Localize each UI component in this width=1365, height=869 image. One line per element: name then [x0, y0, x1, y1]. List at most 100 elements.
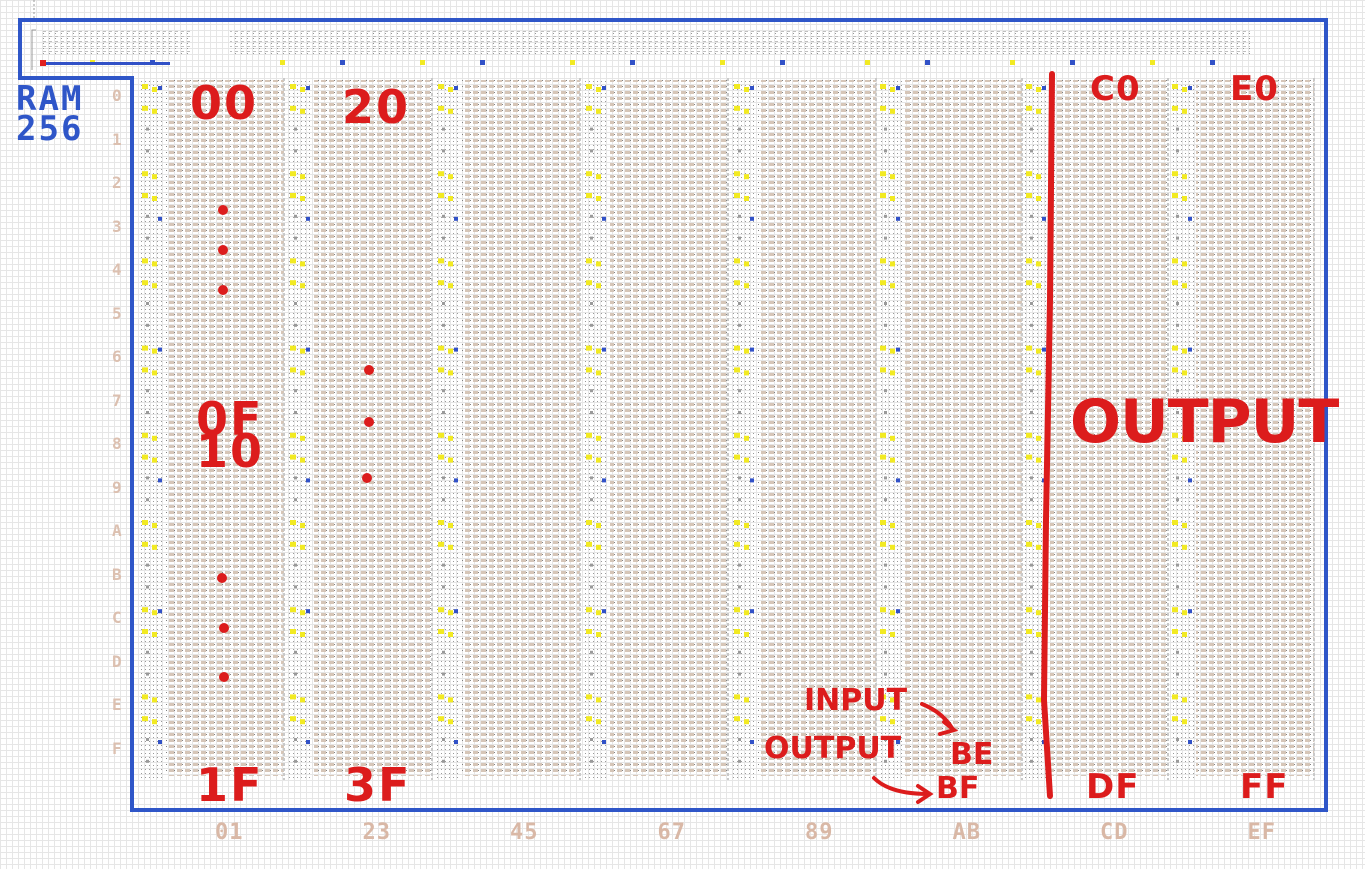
decoder-pin-yellow [570, 60, 575, 65]
row-pin-yellow [586, 694, 592, 700]
row-pin-blue [750, 216, 754, 221]
row-pin-blue [306, 216, 310, 221]
row-pin-idle [738, 214, 741, 218]
row-pin-idle [590, 323, 593, 327]
row-pin-yellow [734, 607, 740, 613]
row-pin-idle [146, 585, 149, 589]
row-pin-idle [738, 738, 741, 741]
row-pin-idle [590, 759, 593, 763]
row-pin-yellow [596, 196, 601, 201]
row-pin-yellow [300, 196, 305, 201]
row-pin-blue [1188, 609, 1192, 614]
row-pin-yellow [152, 348, 157, 354]
row-pin-yellow [438, 105, 444, 111]
row-pin-yellow [880, 541, 886, 547]
row-pin-yellow [890, 719, 895, 725]
row-pin-yellow [290, 607, 296, 613]
row-pin-idle [442, 411, 445, 414]
row-pin-idle [146, 738, 149, 741]
decoder-pin-blue [480, 60, 485, 65]
row-pin-idle [590, 389, 593, 393]
select-bus [40, 62, 170, 65]
row-pin-yellow [152, 610, 157, 616]
row-pin-yellow [586, 432, 592, 438]
row-pin-yellow [152, 283, 157, 289]
row-pin-blue [158, 478, 162, 483]
row-pin-idle [146, 672, 149, 676]
ram-border [18, 0, 1328, 812]
row-pin-yellow [586, 258, 592, 264]
decoder-pin-blue [1070, 60, 1075, 65]
row-pin-idle [294, 323, 297, 327]
row-pin-idle [442, 389, 445, 393]
row-pin-idle [738, 236, 741, 240]
row-pin-idle [294, 672, 297, 676]
decoder-block [520, 30, 670, 56]
row-pin-yellow [300, 610, 305, 616]
row-pin-blue [158, 216, 162, 221]
row-pin-yellow [1026, 454, 1032, 460]
row-pin-idle [738, 498, 741, 502]
storage-cells [462, 80, 580, 776]
row-pin-idle [1176, 650, 1179, 654]
row-pin-yellow [1182, 196, 1187, 201]
row-pin-yellow [300, 108, 305, 114]
row-pin-yellow [290, 193, 296, 198]
row-pin-blue [896, 347, 900, 352]
row-pin-yellow [1172, 280, 1178, 286]
row-pin-yellow [448, 523, 453, 528]
output-arrowhead [916, 784, 934, 804]
row-pin-blue [454, 347, 458, 352]
row-pin-yellow [596, 457, 601, 463]
row-pin-yellow [290, 454, 296, 460]
row-pin-yellow [290, 367, 296, 373]
output-arrow [872, 776, 930, 796]
storage-cells [610, 80, 728, 776]
row-pin-yellow [734, 541, 740, 547]
row-pin-yellow [586, 520, 592, 525]
row-pin-yellow [438, 454, 444, 460]
row-pin-idle [1176, 738, 1179, 741]
row-pin-idle [590, 149, 593, 153]
row-pin-yellow [586, 716, 592, 722]
row-pin-blue [158, 609, 162, 614]
output-divider-line [1040, 71, 1055, 799]
row-pin-yellow [1036, 544, 1041, 550]
row-pin-blue [454, 609, 458, 614]
row-pin-yellow [152, 523, 157, 528]
row-pin-blue [306, 609, 310, 614]
row-pin-yellow [438, 541, 444, 547]
row-pin-yellow [880, 607, 886, 613]
row-pin-idle [884, 498, 887, 502]
row-pin-yellow [1172, 345, 1178, 351]
row-pin-yellow [1036, 697, 1041, 703]
row-pin-yellow [890, 610, 895, 616]
row-pin-idle [884, 650, 887, 654]
row-pin-idle [590, 411, 593, 414]
storage-cells [1050, 80, 1168, 776]
memory-column [878, 78, 1023, 780]
row-pin-blue [306, 86, 310, 90]
row-pin-yellow [880, 629, 886, 634]
row-pin-yellow [1182, 87, 1187, 92]
row-pin-yellow [890, 174, 895, 180]
row-pin-idle [1176, 672, 1179, 676]
row-pin-yellow [142, 629, 148, 634]
row-pin-yellow [1036, 87, 1041, 92]
row-pin-idle [146, 236, 149, 240]
row-pin-yellow [744, 370, 749, 376]
row-pin-blue [602, 86, 606, 90]
row-pin-yellow [890, 196, 895, 201]
row-pin-yellow [1036, 632, 1041, 637]
row-pin-yellow [438, 694, 444, 700]
row-decoder-strip [140, 78, 164, 778]
row-pin-idle [294, 127, 297, 131]
row-pin-yellow [1036, 370, 1041, 376]
row-pin-yellow [1036, 610, 1041, 616]
row-pin-idle [146, 498, 149, 502]
row-pin-yellow [438, 345, 444, 351]
row-pin-idle [884, 323, 887, 327]
row-pin-idle [442, 650, 445, 654]
row-pin-yellow [1172, 454, 1178, 460]
row-pin-yellow [142, 84, 148, 89]
